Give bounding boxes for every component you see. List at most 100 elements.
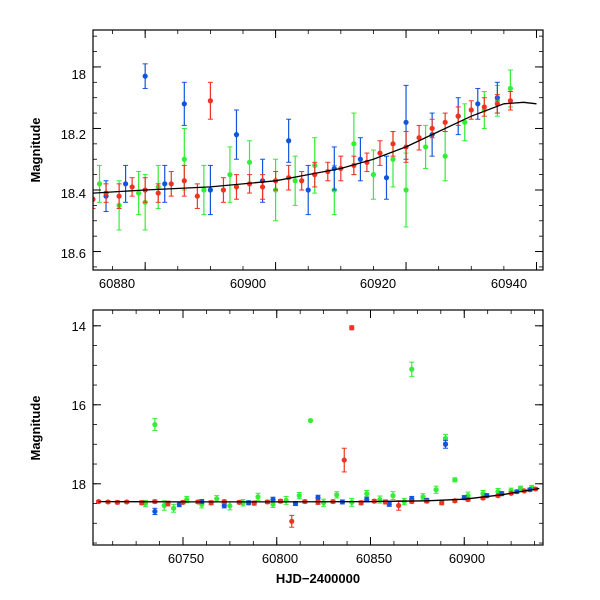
top-point-red [481,104,487,110]
bottom-point-green [442,435,449,441]
top-point-green [403,187,409,193]
top-point-green [390,156,396,162]
top-panel: 60880 60900 60920 60940 18 18.2 18.4 18.… [28,29,544,291]
bottom-x-axis-label: HJD−2400000 [276,571,360,586]
bottom-point-green [171,505,177,511]
top-point-green [292,178,298,184]
bottom-point-red [114,499,120,505]
top-tick-label-x-2: 60920 [360,276,396,291]
bottom-point-green [390,493,396,499]
bottom-point-blue [221,502,227,509]
top-point-blue [383,175,390,181]
bottom-point-green [321,500,327,506]
top-point-blue [286,138,292,144]
bottom-point-blue [270,496,276,503]
bottom-point-green [270,501,276,507]
top-point-blue [142,73,148,79]
top-axis-ticks [93,30,543,270]
bottom-point-blue [364,496,370,503]
bottom-point-green [152,421,158,428]
bottom-panel-frame [92,309,544,546]
top-point-blue [123,181,129,187]
top-series-green [96,69,513,231]
top-point-blue [207,187,213,193]
top-point-blue [357,156,363,162]
top-point-red [155,190,161,196]
top-point-red [207,98,213,104]
top-tick-label-x-1: 60900 [230,276,266,291]
bottom-tick-label-y-1: 16 [72,398,86,413]
bottom-point-red [208,500,214,506]
bottom-y-axis-label: Magnitude [28,396,43,461]
top-point-red [129,184,135,190]
bottom-tick-label-x-2: 60850 [356,551,392,566]
top-point-green [423,144,429,150]
top-tick-label-y-2: 18.4 [61,186,86,201]
top-point-red [468,107,474,113]
bottom-tick-label-y-2: 18 [72,477,86,492]
top-series-blue [103,63,500,216]
top-point-red [416,135,422,141]
top-point-red [299,178,305,184]
top-point-red [442,119,448,125]
top-tick-label-y-1: 18.2 [61,127,86,142]
bottom-point-green [349,499,355,505]
bottom-point-green [214,496,220,502]
bottom-tick-label-y-0: 14 [72,319,86,334]
bottom-point-red [439,500,445,506]
top-tick-label-x-0: 60880 [99,276,135,291]
top-point-red [390,141,396,147]
bottom-point-green [452,477,458,483]
bottom-plot-area [96,325,540,528]
bottom-tick-label-x-0: 60750 [168,551,204,566]
bottom-point-blue [386,501,392,507]
bottom-point-red [139,500,145,506]
bottom-point-blue [442,441,449,447]
top-point-green [201,187,207,193]
bottom-model-curve [98,487,540,503]
top-point-red [455,113,461,119]
top-point-blue [403,119,409,125]
bottom-point-blue [246,500,252,506]
bottom-point-green [409,366,415,372]
bottom-tick-label-x-3: 60900 [449,551,485,566]
bottom-panel: 60750 60800 60850 60900 14 16 18 Magnitu… [28,309,544,586]
top-series-red [93,81,513,209]
bottom-point-red [277,498,284,504]
top-point-red [116,193,122,199]
bottom-tick-label-x-1: 60800 [262,551,298,566]
top-point-green [136,190,142,196]
bottom-point-green [296,493,302,499]
top-panel-frame [92,29,544,271]
top-tick-label-y-3: 18.6 [61,246,86,261]
bottom-series-green [142,361,535,513]
top-point-blue [181,101,187,107]
top-point-red [507,98,513,104]
bottom-point-green [364,491,370,497]
bottom-point-red [341,457,347,463]
top-model-curve [93,101,537,194]
top-tick-label-y-0: 18 [72,67,86,82]
bottom-point-green [334,492,340,498]
top-point-green [462,119,468,125]
top-point-green [227,172,233,178]
bottom-point-red [349,325,355,331]
top-point-red [377,150,383,156]
top-point-red [194,193,200,199]
bottom-point-red [289,518,295,524]
top-point-red [168,181,174,187]
bottom-point-blue [315,495,321,501]
top-point-red [233,184,240,190]
bottom-point-green [307,417,314,424]
bottom-point-red [358,500,364,506]
top-tick-label-x-3: 60940 [491,276,527,291]
bottom-point-blue [152,508,158,515]
top-point-red [259,184,266,190]
top-point-red [93,196,96,202]
top-point-green [351,141,357,147]
top-point-blue [305,187,311,193]
top-point-red [181,178,187,184]
top-y-axis-label: Magnitude [28,118,43,183]
top-point-green [507,85,513,92]
